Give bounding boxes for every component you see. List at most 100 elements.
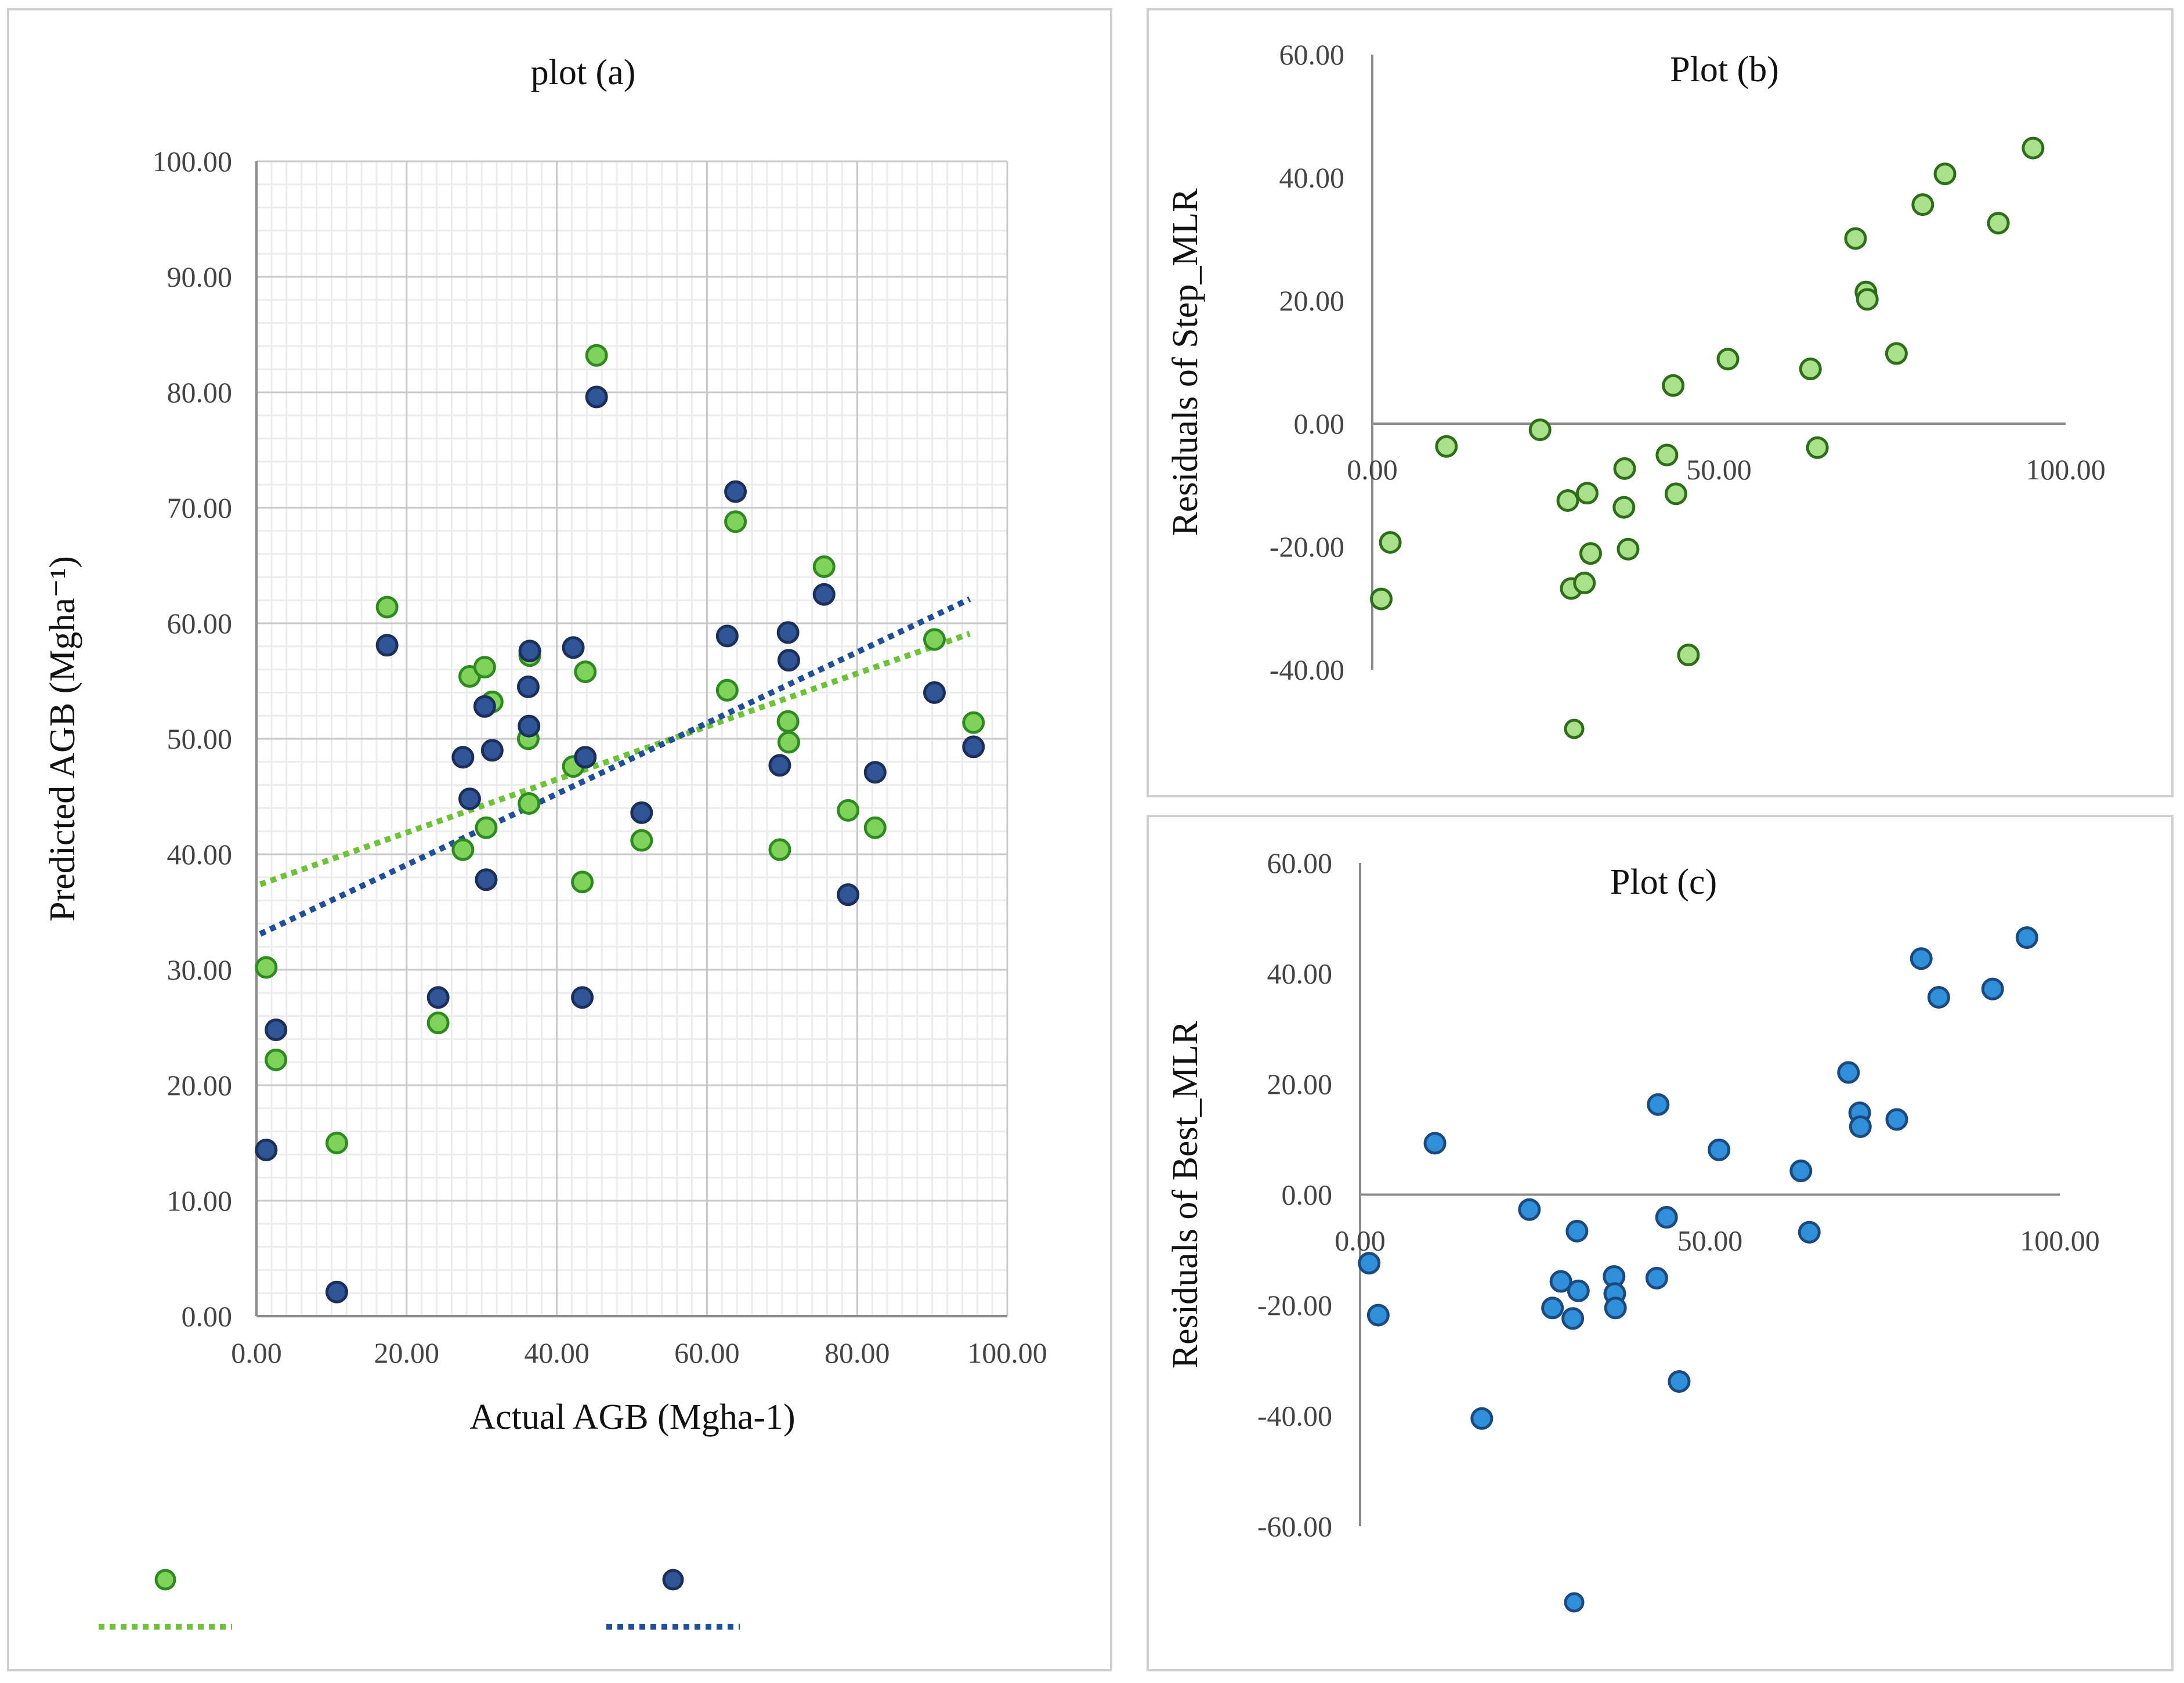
- x-tick-label: 0.00: [1335, 1225, 1386, 1257]
- y-tick-label: -60.00: [1257, 1510, 1332, 1543]
- data-point-best-mlr: [1541, 1296, 1564, 1320]
- data-point-best-mlr: [962, 735, 985, 759]
- data-point-step-mlr: [1655, 443, 1679, 467]
- data-point-best-mlr: [1358, 1252, 1381, 1275]
- legend-step-mlr-marker: [154, 1569, 176, 1591]
- data-point-best-mlr: [574, 746, 597, 769]
- data-point-best-mlr: [562, 636, 585, 659]
- y-tick-label: 100.00: [153, 145, 233, 178]
- data-point-best-mlr: [1798, 1220, 1821, 1244]
- data-point-best-mlr: [923, 681, 946, 704]
- y-tick-label: 40.00: [1267, 958, 1333, 990]
- y-tick-label: 80.00: [167, 376, 233, 409]
- data-point-step-mlr: [2022, 136, 2045, 160]
- data-point-step-mlr: [1528, 418, 1552, 442]
- data-point-step-mlr: [375, 595, 399, 619]
- data-point-step-mlr: [1856, 288, 1879, 311]
- data-point-step-mlr: [1613, 457, 1636, 480]
- data-point-step-mlr: [451, 838, 475, 861]
- x-tick-label: 50.00: [1686, 453, 1752, 486]
- y-tick-label: 60.00: [167, 607, 233, 640]
- data-point-best-mlr: [571, 986, 594, 1009]
- x-tick-label: 20.00: [374, 1337, 440, 1369]
- data-point-step-mlr: [1987, 211, 2010, 234]
- data-point-best-mlr: [518, 714, 541, 738]
- panel-plot-a: [7, 8, 1112, 1671]
- legend-step-mlr-marker: [1564, 718, 1585, 739]
- data-point-step-mlr: [1370, 587, 1393, 611]
- data-point-step-mlr: [812, 555, 836, 578]
- data-point-best-mlr: [480, 739, 504, 762]
- data-point-best-mlr: [1518, 1198, 1541, 1221]
- data-point-step-mlr: [426, 1012, 450, 1035]
- data-point-step-mlr: [768, 838, 791, 861]
- y-tick-label: 20.00: [1279, 284, 1345, 317]
- data-point-step-mlr: [1885, 342, 1908, 365]
- y-tick-label: -40.00: [1270, 653, 1344, 686]
- data-point-step-mlr: [863, 816, 887, 839]
- data-point-best-mlr: [1565, 1219, 1589, 1243]
- data-point-step-mlr: [255, 956, 278, 979]
- data-point-best-mlr: [473, 695, 496, 718]
- x-tick-label: 100.00: [2026, 453, 2106, 486]
- panel-plot-c: [1147, 815, 2174, 1671]
- data-point-best-mlr: [265, 1018, 288, 1041]
- y-tick-label: -40.00: [1257, 1400, 1332, 1432]
- y-axis-label: Residuals of Step_MLR: [1166, 188, 1205, 536]
- data-point-best-mlr: [475, 868, 498, 891]
- y-tick-label: 60.00: [1279, 38, 1345, 71]
- data-point-step-mlr: [473, 656, 496, 679]
- x-tick-label: 100.00: [967, 1337, 1047, 1369]
- x-tick-label: 0.00: [231, 1337, 282, 1369]
- data-point-step-mlr: [1806, 436, 1829, 459]
- y-axis-label: Predicted AGB (Mgha⁻¹): [43, 556, 82, 922]
- data-point-best-mlr: [1981, 977, 2004, 1001]
- data-point-step-mlr: [962, 711, 985, 734]
- chart-title: plot (a): [531, 53, 636, 92]
- y-tick-label: -20.00: [1270, 530, 1344, 563]
- data-point-best-mlr: [812, 583, 836, 606]
- y-tick-label: 40.00: [167, 838, 233, 871]
- y-tick-label: 10.00: [167, 1184, 233, 1217]
- data-point-best-mlr: [1423, 1132, 1447, 1155]
- data-point-step-mlr: [724, 510, 747, 533]
- data-point-step-mlr: [475, 816, 498, 839]
- y-tick-label: 0.00: [1282, 1179, 1333, 1211]
- data-point-step-mlr: [1379, 531, 1402, 554]
- data-point-step-mlr: [1677, 644, 1700, 667]
- legend-best-mlr-marker: [1564, 1592, 1585, 1613]
- data-point-step-mlr: [1664, 482, 1687, 505]
- x-tick-label: 0.00: [1347, 453, 1398, 486]
- data-point-step-mlr: [923, 628, 946, 651]
- y-tick-label: 40.00: [1279, 161, 1345, 194]
- data-point-best-mlr: [1927, 985, 1950, 1009]
- data-point-best-mlr: [1837, 1061, 1860, 1084]
- x-tick-label: 40.00: [524, 1337, 590, 1369]
- trendline-0: [259, 631, 971, 887]
- data-point-best-mlr: [777, 649, 800, 672]
- data-point-step-mlr: [777, 731, 800, 754]
- data-point-best-mlr: [863, 761, 887, 784]
- data-point-best-mlr: [1604, 1296, 1627, 1320]
- data-point-best-mlr: [1561, 1307, 1585, 1330]
- y-tick-label: 20.00: [1267, 1068, 1333, 1100]
- data-point-best-mlr: [715, 624, 739, 648]
- data-point-best-mlr: [458, 787, 481, 810]
- y-tick-label: 30.00: [167, 954, 233, 986]
- data-point-step-mlr: [585, 344, 608, 367]
- data-point-best-mlr: [1645, 1266, 1668, 1290]
- data-point-best-mlr: [518, 640, 541, 663]
- data-point-best-mlr: [630, 801, 653, 824]
- data-point-step-mlr: [571, 871, 594, 894]
- data-point-step-mlr: [1662, 374, 1685, 397]
- data-point-best-mlr: [1885, 1108, 1908, 1131]
- y-tick-label: 60.00: [1267, 847, 1333, 879]
- data-point-best-mlr: [1655, 1206, 1678, 1229]
- data-point-step-mlr: [1556, 489, 1579, 512]
- data-point-best-mlr: [1910, 947, 1933, 970]
- data-point-step-mlr: [325, 1132, 348, 1154]
- data-point-step-mlr: [630, 829, 653, 852]
- data-point-step-mlr: [1716, 348, 1740, 371]
